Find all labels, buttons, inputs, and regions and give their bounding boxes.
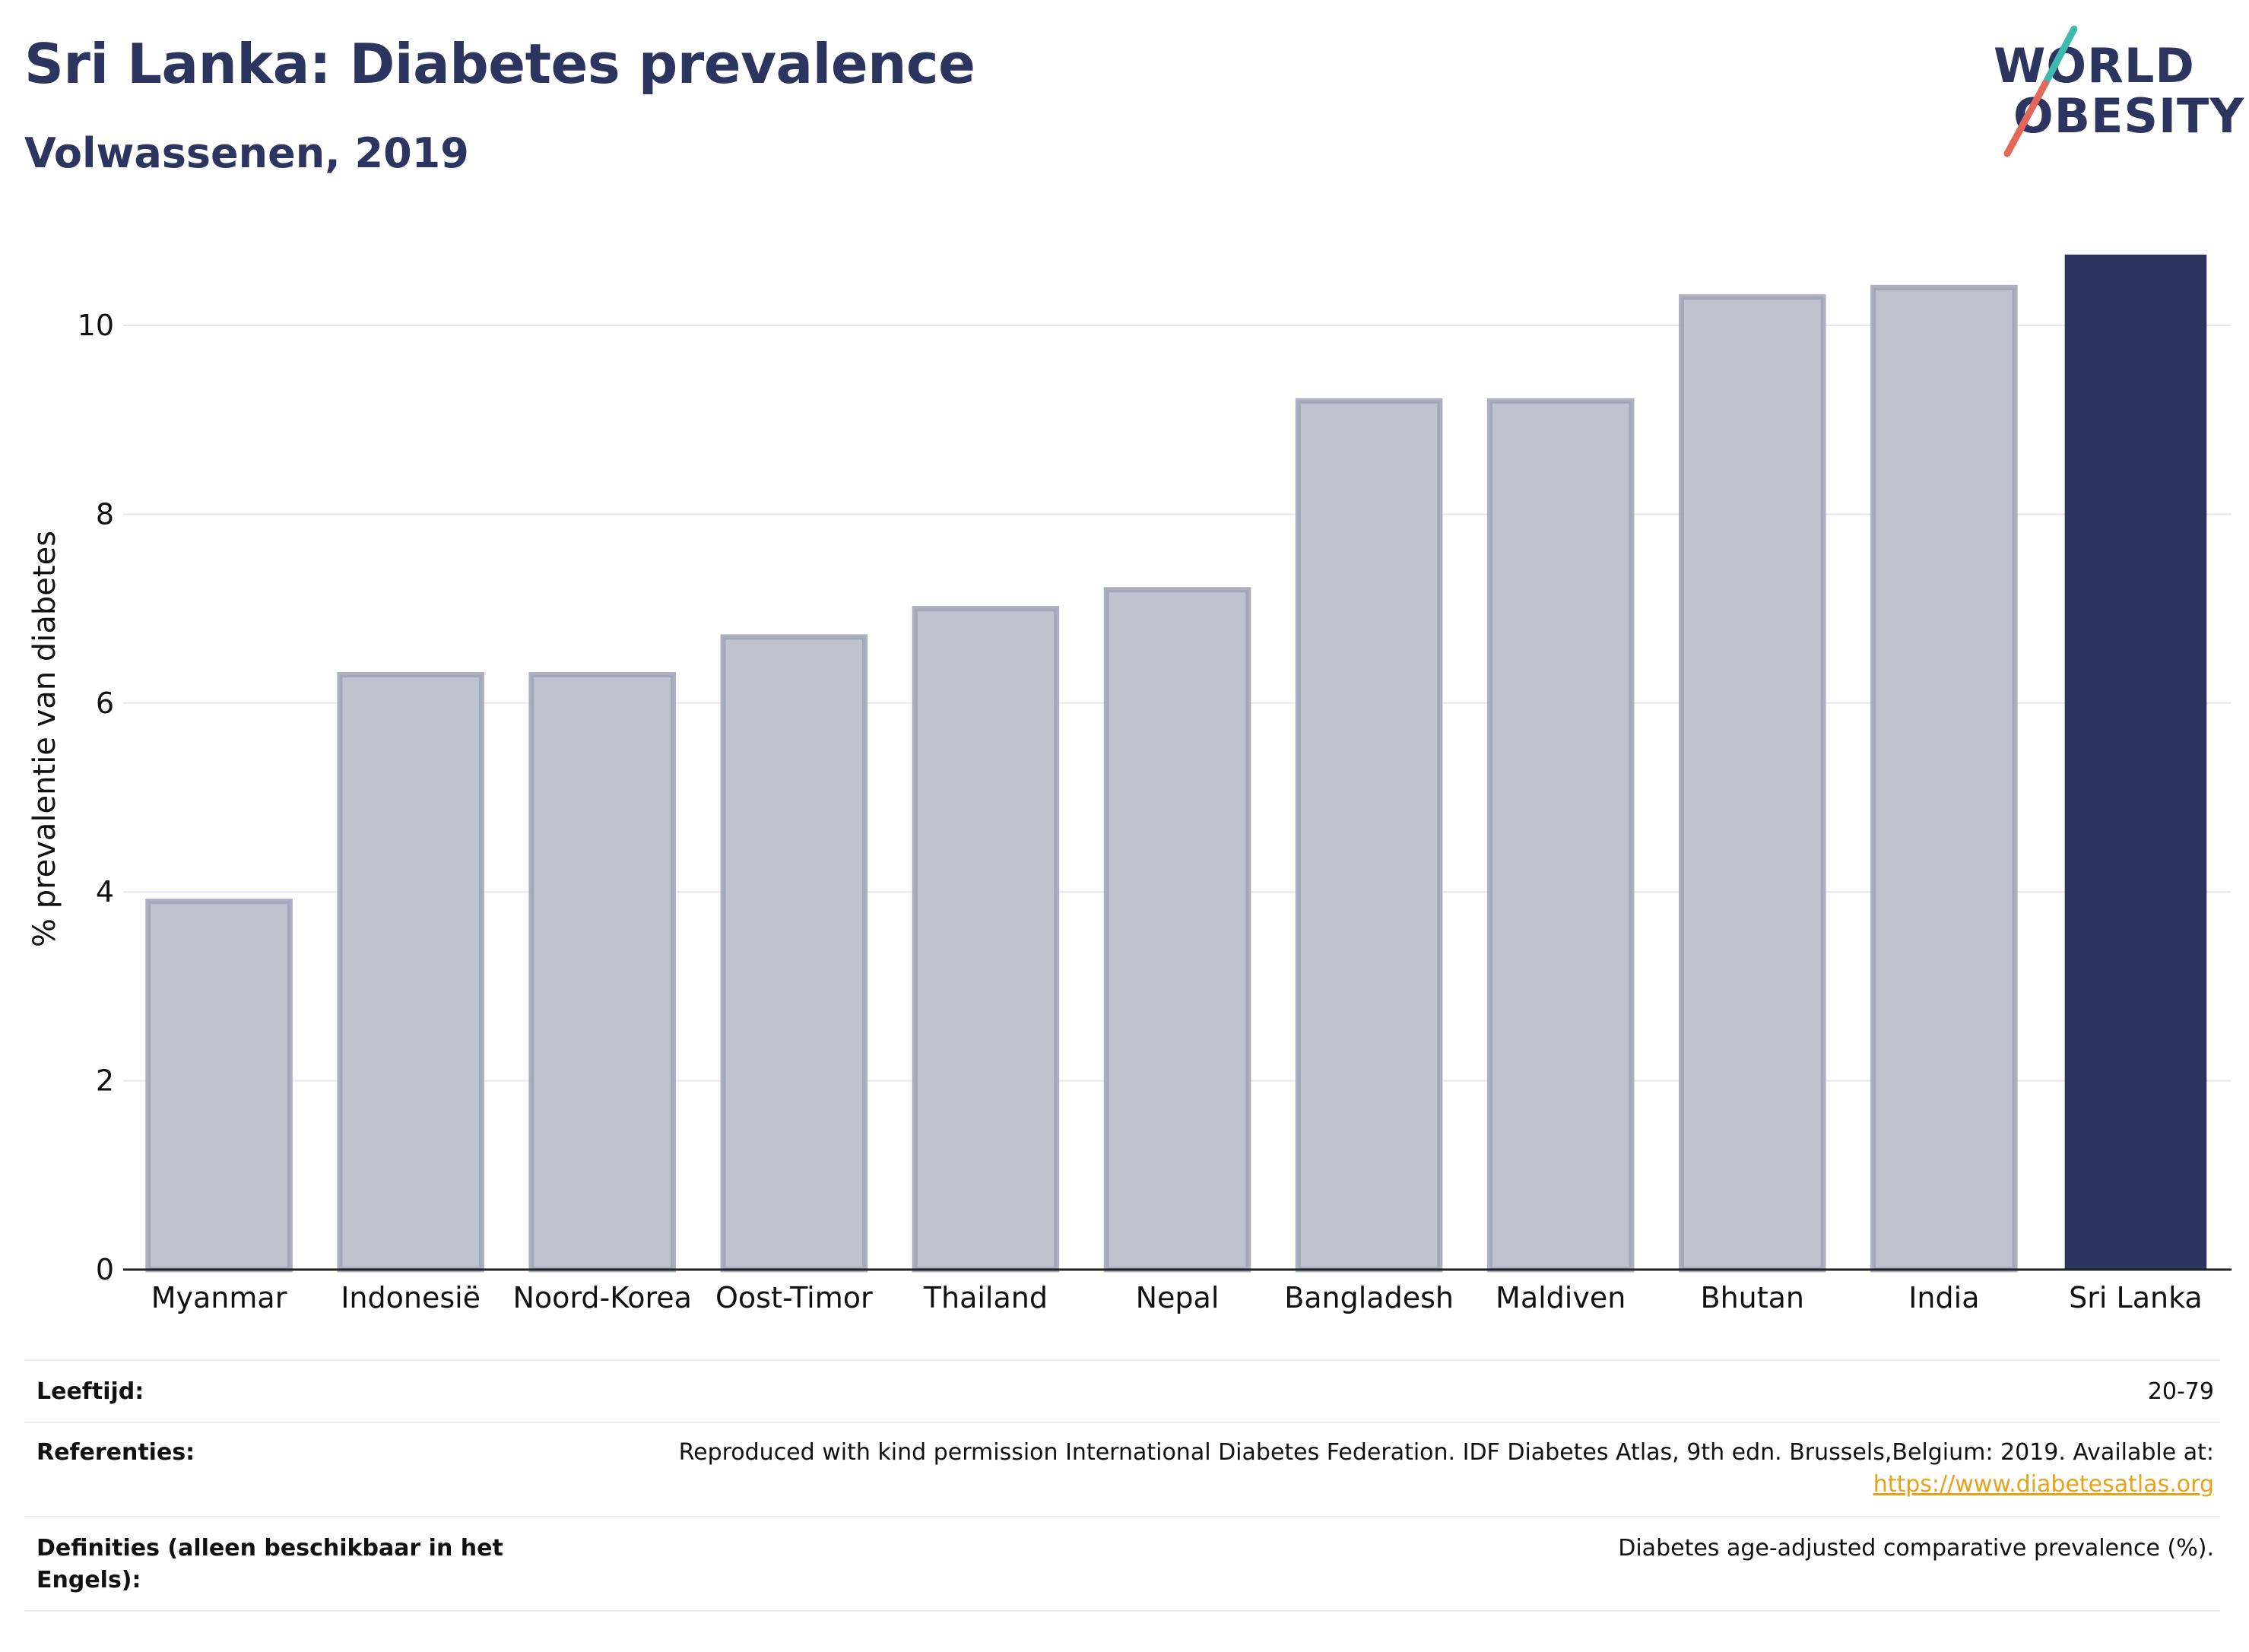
meta-row-age: Leeftijd: 20-79 — [24, 1359, 2220, 1423]
bar-thailand[interactable] — [912, 606, 1060, 1273]
bar-chart: 0 2 4 6 8 10 Myanmar Indonesië Noord-Korea Oost-T… — [27, 254, 2232, 1314]
x-tick-label: Thailand — [923, 1281, 1048, 1314]
logo-line-2: OBESITY — [2013, 88, 2245, 144]
definitions-label: Definities (alleen beschikbaar in het En… — [36, 1535, 503, 1593]
bar-india[interactable] — [1870, 284, 2018, 1273]
bar-noord-korea[interactable] — [528, 672, 677, 1273]
world-obesity-logo[interactable]: WORLD OBESITY — [1977, 23, 2244, 160]
age-value: 20-79 — [2147, 1378, 2214, 1405]
diabetesatlas-link[interactable]: https://www.diabetesatlas.org — [1873, 1471, 2214, 1498]
bar-nepal[interactable] — [1103, 587, 1251, 1273]
x-tick-label: Bhutan — [1701, 1281, 1805, 1314]
axes: 0 2 4 6 8 10 Myanmar Indonesië Noord-Korea Oost-T… — [78, 309, 2232, 1314]
x-tick-label: Indonesië — [341, 1281, 481, 1314]
bar-myanmar[interactable] — [145, 899, 293, 1273]
chart-title: Sri Lanka: Diabetes prevalence — [24, 32, 975, 96]
y-tick-label: 0 — [96, 1253, 114, 1286]
x-tick-label: Maldiven — [1496, 1281, 1626, 1314]
references-text: Reproduced with kind permission Internat… — [678, 1439, 2214, 1466]
x-tick-label: Oost-Timor — [715, 1281, 873, 1314]
x-tick-label: Nepal — [1136, 1281, 1220, 1314]
y-tick-label: 10 — [78, 309, 114, 342]
y-tick-label: 8 — [96, 497, 114, 531]
bar-sri-lanka[interactable] — [2064, 254, 2207, 1270]
meta-row-references: Referenties: Reproduced with kind permis… — [24, 1422, 2220, 1517]
y-tick-label: 6 — [96, 686, 114, 720]
x-tick-label: Noord-Korea — [513, 1281, 692, 1314]
x-tick-label: Bangladesh — [1284, 1281, 1454, 1314]
definitions-value: Diabetes age-adjusted comparative preval… — [1618, 1535, 2214, 1562]
logo-line-1: WORLD — [1994, 38, 2195, 94]
age-label: Leeftijd: — [36, 1378, 144, 1405]
bar-maldiven[interactable] — [1486, 398, 1635, 1273]
y-axis-label: % prevalentie van diabetes — [27, 531, 62, 947]
x-tick-label: Myanmar — [151, 1281, 287, 1314]
x-tick-label: Sri Lanka — [2069, 1281, 2203, 1314]
chart-subtitle: Volwassenen, 2019 — [24, 129, 469, 177]
logo-slash-icon — [2003, 25, 2078, 157]
x-tick-label: India — [1908, 1281, 1979, 1314]
references-value: Reproduced with kind permission Internat… — [541, 1437, 2214, 1501]
bar-oost-timor[interactable] — [720, 634, 868, 1273]
meta-bottom-border — [24, 1610, 2220, 1612]
bar-bangladesh[interactable] — [1295, 398, 1443, 1273]
bar-bhutan[interactable] — [1678, 294, 1826, 1273]
y-tick-label: 4 — [96, 875, 114, 908]
meta-row-definitions: Definities (alleen beschikbaar in het En… — [24, 1516, 2220, 1612]
references-label: Referenties: — [36, 1439, 195, 1466]
bar-indonesi-[interactable] — [337, 672, 484, 1273]
y-tick-label: 2 — [96, 1064, 114, 1098]
bars — [145, 254, 2207, 1273]
